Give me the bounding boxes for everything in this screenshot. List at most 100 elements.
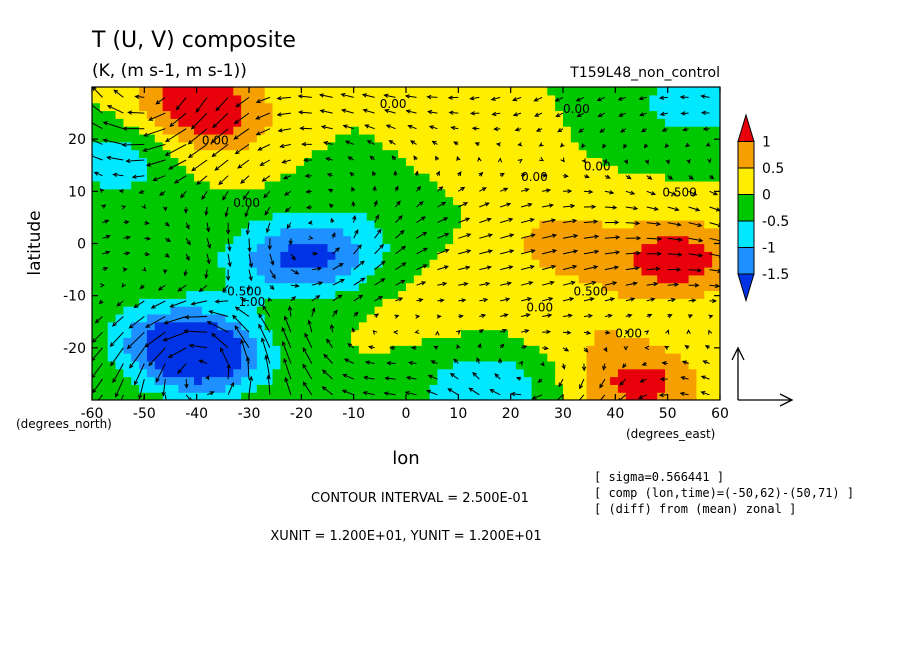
field-cell	[382, 384, 391, 393]
field-cell	[139, 133, 148, 143]
field-cell	[382, 243, 391, 252]
field-cell	[162, 180, 172, 190]
field-cell	[688, 274, 698, 284]
field-cell	[303, 149, 313, 159]
field-cell	[421, 392, 431, 400]
x-tick-label: 30	[554, 406, 572, 422]
wind-arrow-head	[224, 212, 229, 218]
field-cell	[523, 204, 533, 213]
wind-arrow-head	[297, 94, 303, 99]
field-cell	[586, 282, 595, 292]
field-cell	[468, 282, 478, 292]
wind-arrow-head	[144, 220, 150, 225]
field-cell	[311, 180, 321, 190]
field-cell	[617, 290, 627, 299]
field-cell	[476, 227, 486, 237]
field-cell	[508, 337, 517, 346]
field-cell	[406, 329, 415, 338]
field-cell	[453, 259, 462, 268]
wind-arrow-head	[477, 156, 482, 162]
wind-arrow-head	[503, 187, 509, 192]
wind-arrow	[416, 201, 424, 208]
field-cell	[429, 259, 438, 268]
field-cell	[233, 313, 242, 323]
field-cell	[633, 313, 643, 323]
wind-arrow-head	[522, 345, 528, 350]
field-cell	[531, 141, 541, 151]
field-cell	[327, 313, 336, 323]
field-cell	[272, 329, 281, 338]
field-cell	[209, 196, 219, 205]
field-cell	[201, 266, 211, 276]
wind-arrow-head	[609, 190, 615, 195]
field-cell	[429, 266, 438, 276]
field-cell	[249, 282, 258, 292]
field-cell	[170, 188, 179, 198]
wind-arrow	[207, 321, 229, 333]
field-cell	[712, 290, 720, 299]
field-cell	[170, 274, 179, 284]
field-cell	[327, 87, 336, 96]
field-cell	[413, 282, 423, 292]
field-cell	[256, 376, 266, 385]
field-cell	[92, 313, 101, 323]
field-cell	[296, 243, 305, 252]
field-cell	[602, 133, 611, 143]
field-cell	[570, 204, 580, 213]
field-cell	[453, 188, 462, 198]
field-cell	[154, 118, 164, 127]
field-cell	[547, 188, 556, 198]
field-cell	[327, 353, 336, 362]
field-cell	[641, 102, 650, 112]
wind-arrow-head	[225, 276, 231, 282]
field-cell	[170, 220, 179, 229]
field-cell	[712, 141, 720, 151]
field-cell	[358, 329, 368, 338]
wind-arrow	[490, 389, 501, 396]
wind-arrow	[215, 300, 229, 303]
field-cell	[672, 188, 682, 198]
field-cell	[578, 290, 588, 299]
field-cell	[382, 110, 391, 119]
wind-arrow	[451, 126, 459, 130]
field-cell	[217, 196, 227, 205]
field-cell	[610, 196, 619, 205]
field-cell	[311, 298, 321, 307]
wind-arrow-head	[138, 189, 144, 194]
field-cell	[617, 321, 627, 331]
field-cell	[146, 337, 156, 346]
wind-arrow-head	[435, 170, 440, 176]
wind-arrow	[113, 89, 124, 98]
field-cell	[194, 212, 203, 221]
field-cell	[311, 329, 321, 338]
field-cell	[335, 94, 344, 104]
wind-arrow-head	[240, 338, 245, 344]
field-cell	[406, 392, 415, 400]
field-cell	[170, 360, 179, 370]
field-cell	[280, 243, 289, 252]
x-tick-label: 20	[502, 406, 520, 422]
field-cell	[233, 227, 242, 237]
field-cell	[201, 133, 211, 143]
field-cell	[241, 126, 250, 135]
wind-arrow-head	[372, 329, 378, 335]
x-tick-label: -10	[342, 406, 365, 422]
wind-arrow	[458, 186, 465, 192]
field-cell	[688, 298, 698, 307]
wind-arrow-head	[455, 329, 461, 335]
field-cell	[649, 274, 658, 284]
field-cell	[688, 220, 698, 229]
field-cell	[437, 392, 446, 400]
field-cell	[712, 329, 720, 338]
field-cell	[374, 118, 384, 127]
field-cell	[170, 87, 179, 96]
field-cell	[672, 384, 682, 393]
wind-arrow-head	[240, 179, 245, 184]
field-cell	[633, 180, 643, 190]
field-cell	[194, 376, 203, 385]
field-cell	[123, 87, 132, 96]
field-cell	[296, 360, 305, 370]
field-cell	[201, 392, 211, 400]
field-cell	[99, 243, 109, 252]
field-cell	[209, 173, 219, 182]
